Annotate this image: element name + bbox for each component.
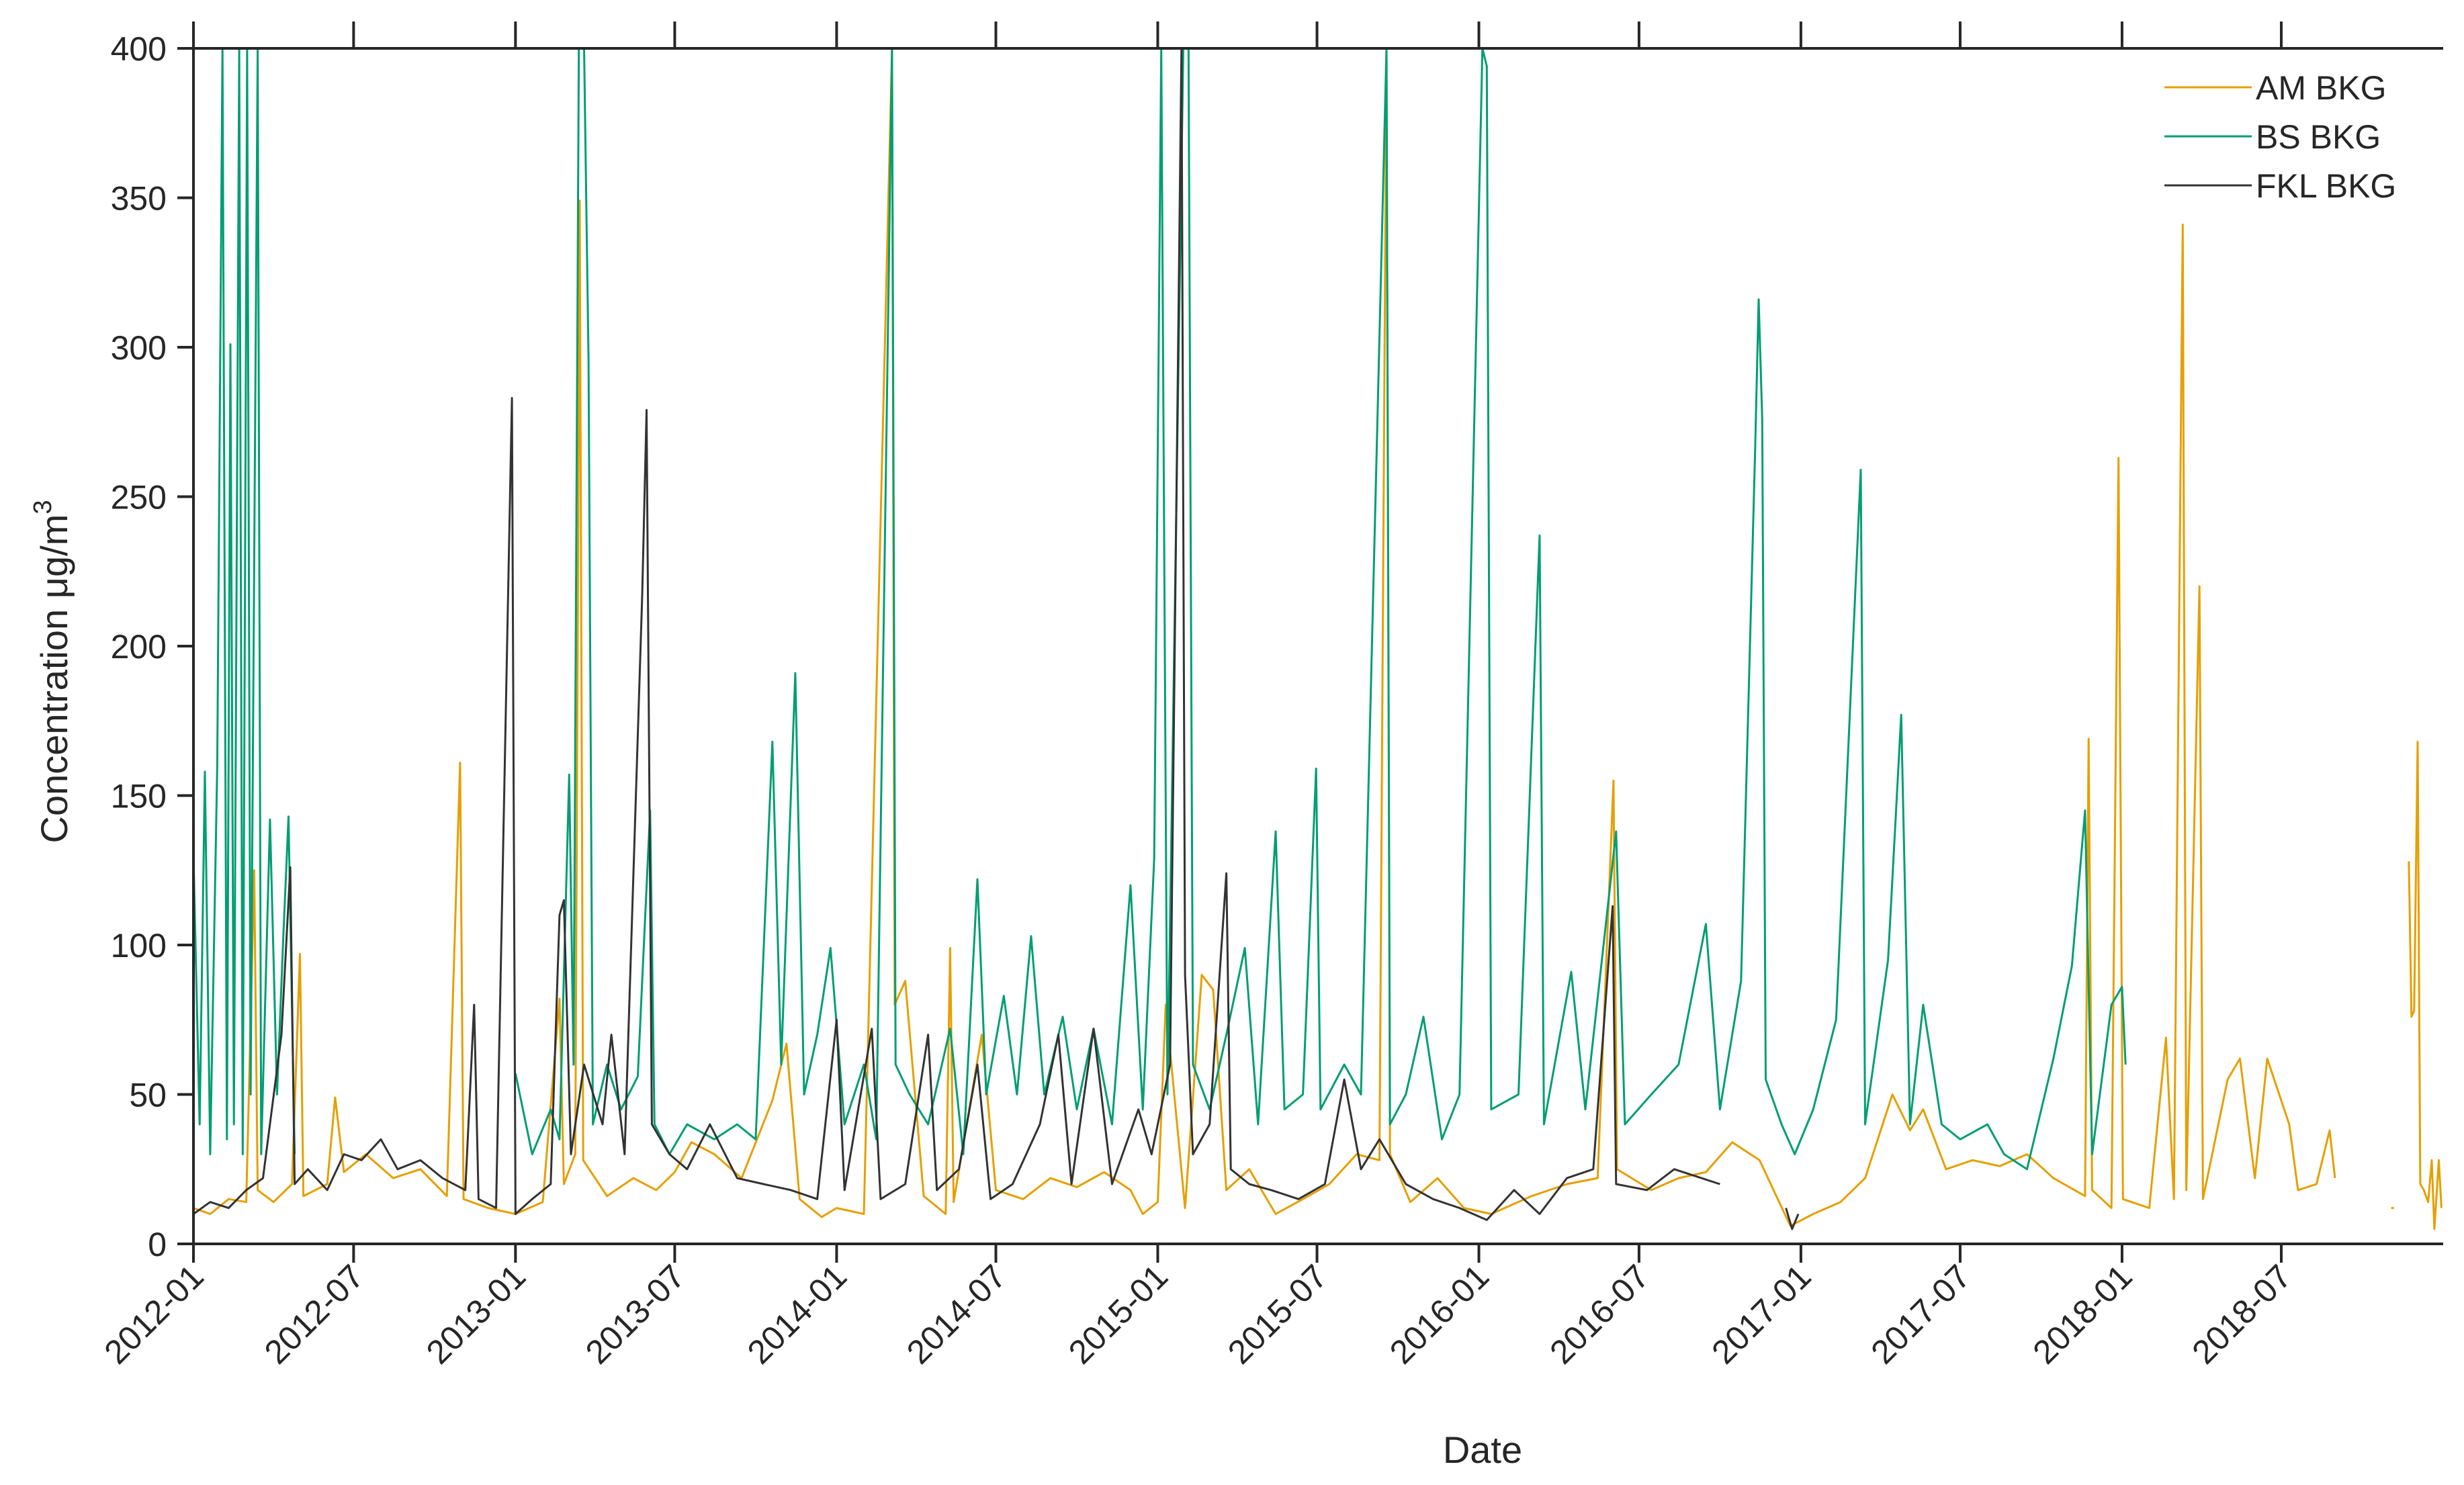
legend-label: AM BKG — [2256, 69, 2386, 107]
y-tick-label: 300 — [111, 329, 167, 367]
y-axis-title: Concentration μg/m3 — [29, 500, 75, 844]
y-tick-label: 250 — [111, 479, 167, 516]
y-tick-label: 350 — [111, 180, 167, 218]
y-tick-label: 400 — [111, 30, 167, 68]
y-tick-label: 0 — [148, 1226, 167, 1263]
x-axis-title: Date — [1443, 1429, 1522, 1471]
legend: AM BKG BS BKG FKL BKG — [2164, 69, 2396, 205]
y-tick-label: 50 — [129, 1077, 167, 1114]
legend-label: BS BKG — [2256, 118, 2381, 156]
y-tick-label: 200 — [111, 628, 167, 666]
plot-area — [192, 47, 2443, 1230]
series-line-am-bkg-part-1 — [193, 47, 2336, 1227]
series-line-am-bkg-part-3 — [2408, 740, 2443, 1230]
series-line-bs-bkg-part-1 — [192, 47, 296, 1155]
y-tick-label: 150 — [111, 778, 167, 815]
legend-label: FKL BKG — [2256, 167, 2396, 205]
y-tick-label: 100 — [111, 927, 167, 964]
series-line-fkl-bkg-part-1 — [193, 47, 1720, 1221]
series-line-bs-bkg-part-2 — [514, 47, 2127, 1171]
y-axis-title-superscript: 3 — [29, 500, 57, 514]
y-axis-ticks: 0 50 100 150 200 250 300 350 400 — [111, 30, 193, 1263]
y-axis-title-text: Concentration μg/m — [33, 514, 75, 844]
series-line-fkl-bkg-part-2 — [1785, 1208, 1800, 1230]
